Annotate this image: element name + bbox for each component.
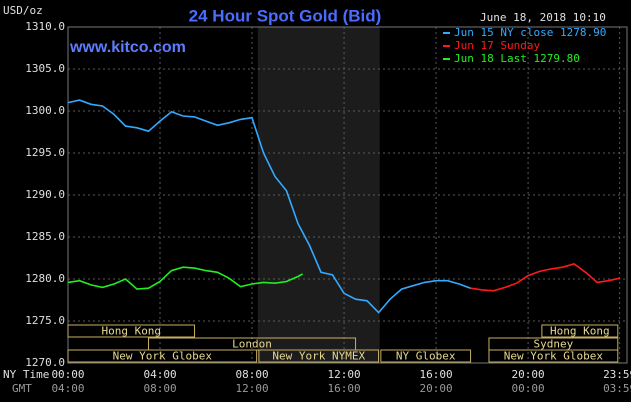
timestamp: June 18, 2018 10:10 xyxy=(480,11,606,24)
legend-label: Jun 18 Last 1279.80 xyxy=(454,52,580,65)
session-label: Hong Kong xyxy=(550,325,610,338)
session-box xyxy=(67,349,258,363)
session-label: Hong Kong xyxy=(101,325,161,338)
session-label: London xyxy=(232,338,272,351)
gmt-tick-label: 04:00 xyxy=(51,382,84,395)
x-tick-label: 12:00 xyxy=(327,368,360,381)
y-tick-label: 1295.0 xyxy=(25,146,65,159)
x-axis-label: NY Time xyxy=(3,368,49,381)
x2-axis-label: GMT xyxy=(12,382,32,395)
session-label: New York NYMEX xyxy=(272,350,365,363)
site-label: www.kitco.com xyxy=(69,39,186,56)
y-axis-label: USD/oz xyxy=(3,4,43,17)
gmt-tick-label: 20:00 xyxy=(420,382,453,395)
plot-frame xyxy=(67,26,628,364)
y-tick-label: 1275.0 xyxy=(25,314,65,327)
price-line xyxy=(67,99,471,314)
x-tick-label: 23:59 xyxy=(603,368,631,381)
session-label: New York Globex xyxy=(113,350,213,363)
gmt-tick-label: 03:59 xyxy=(603,382,631,395)
x-tick-label: 16:00 xyxy=(420,368,453,381)
price-line xyxy=(67,266,303,290)
x-tick-label: 08:00 xyxy=(235,368,268,381)
session-label: New York Globex xyxy=(504,350,604,363)
session-label: Sydney xyxy=(534,338,574,351)
x-tick-label: 20:00 xyxy=(512,368,545,381)
y-tick-label: 1300.0 xyxy=(25,104,65,117)
session-label: NY Globex xyxy=(396,350,456,363)
session-box xyxy=(380,349,472,363)
gmt-tick-label: 12:00 xyxy=(235,382,268,395)
gmt-tick-label: 16:00 xyxy=(327,382,360,395)
chart-title: 24 Hour Spot Gold (Bid) xyxy=(189,6,382,25)
session-box xyxy=(258,349,380,363)
y-tick-label: 1305.0 xyxy=(25,62,65,75)
session-box xyxy=(541,324,619,338)
price-line xyxy=(470,263,620,292)
session-box xyxy=(488,349,619,363)
y-tick-label: 1285.0 xyxy=(25,230,65,243)
gmt-tick-label: 00:00 xyxy=(512,382,545,395)
y-tick-label: 1270.0 xyxy=(25,356,65,369)
y-tick-label: 1310.0 xyxy=(25,20,65,33)
x-tick-label: 00:00 xyxy=(51,368,84,381)
legend-label: Jun 15 NY close 1278.90 xyxy=(454,26,606,39)
gmt-tick-label: 08:00 xyxy=(143,382,176,395)
legend-label: Jun 17 Sunday xyxy=(454,39,540,52)
y-tick-label: 1280.0 xyxy=(25,272,65,285)
session-box xyxy=(67,324,196,338)
x-tick-label: 04:00 xyxy=(143,368,176,381)
y-tick-label: 1290.0 xyxy=(25,188,65,201)
